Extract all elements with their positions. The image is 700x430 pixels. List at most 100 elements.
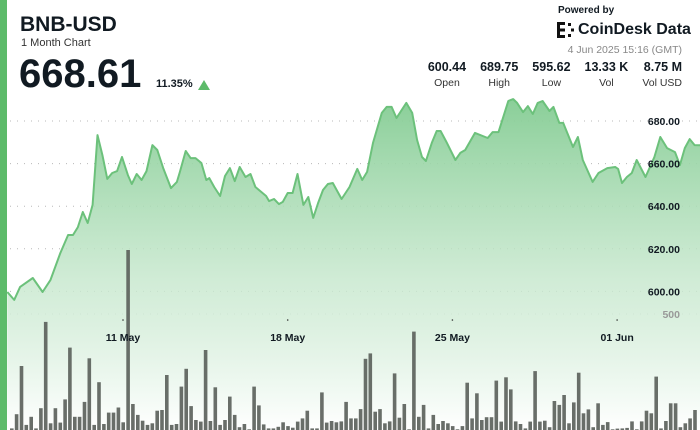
stat-vol: 13.33 K Vol — [585, 60, 629, 90]
price-area — [7, 99, 700, 430]
volume-bar — [649, 413, 654, 430]
stat-low: 595.62 Low — [532, 60, 570, 90]
volume-bar — [480, 420, 484, 430]
volume-bar — [659, 428, 663, 430]
volume-bar — [378, 409, 382, 430]
volume-bar — [102, 424, 106, 430]
volume-bar — [300, 418, 305, 430]
volume-bar — [601, 424, 605, 430]
volume-bar — [528, 421, 532, 430]
volume-bar — [562, 395, 566, 430]
volume-bar — [358, 409, 363, 430]
volume-bar — [242, 424, 247, 430]
volume-bar — [533, 371, 537, 430]
volume-bar — [630, 421, 634, 430]
volume-bar — [397, 417, 402, 430]
volume-bar — [484, 417, 489, 430]
volume-bar — [543, 420, 547, 430]
axis-labels: 600.00 620.00 640.00 660.00 680.00 500 11 May 1… — [106, 116, 680, 344]
volume-bar — [252, 386, 256, 430]
volume-bar — [77, 416, 82, 430]
volume-bar — [349, 418, 353, 430]
volume-bar — [63, 399, 67, 430]
volume-bar — [509, 389, 513, 430]
volume-bar — [228, 396, 232, 430]
volume-bar — [552, 401, 557, 430]
volume-bar — [126, 250, 130, 430]
volume-bar — [523, 428, 528, 430]
volume-bar — [194, 420, 198, 430]
volume-bar — [116, 407, 121, 430]
stat-value: 13.33 K — [584, 60, 629, 74]
brand-logo: CoinDesk Data — [557, 20, 691, 40]
x-tick-mark — [616, 319, 618, 321]
volume-bar — [87, 358, 92, 430]
volume-bar — [446, 423, 450, 430]
volume-bar — [664, 421, 668, 430]
volume-bar — [271, 428, 276, 430]
price-change: 11.35% — [156, 78, 193, 90]
volume-bar — [24, 424, 29, 430]
volume-bar — [39, 408, 43, 430]
volume-bar — [150, 423, 155, 430]
x-tick-mark — [122, 319, 124, 321]
volume-bars — [10, 250, 697, 430]
powered-by: Powered by — [558, 5, 615, 16]
volume-bar — [673, 403, 678, 430]
stat-value: 689.75 — [480, 60, 519, 74]
volume-bar — [92, 424, 96, 430]
x-tick-mark — [451, 319, 454, 321]
volume-bar — [276, 426, 281, 430]
symbol-title: BNB-USD — [20, 13, 117, 36]
volume-bar — [189, 406, 193, 430]
volume-bar — [43, 321, 48, 430]
volume-bar — [591, 427, 595, 430]
volume-bar — [654, 376, 658, 430]
volume-bar — [668, 403, 673, 430]
volume-bar — [165, 375, 169, 430]
price-line — [6, 98, 700, 301]
volume-bar — [121, 422, 125, 430]
volume-bar — [324, 422, 329, 430]
chart-period: 1 Month Chart — [21, 37, 91, 49]
current-price: 668.61 — [19, 52, 142, 96]
volume-bar — [58, 422, 63, 430]
volume-bar — [14, 414, 19, 430]
volume-bar — [402, 404, 407, 430]
volume-bar — [693, 410, 697, 430]
stat-value: 8.75 M — [643, 60, 682, 74]
volume-bar — [213, 387, 218, 430]
x-tick-label: 18 May — [270, 332, 305, 344]
volume-bar — [470, 418, 474, 430]
volume-bar — [329, 421, 334, 430]
stat-label: Vol USD — [642, 77, 682, 89]
volume-bar — [261, 424, 266, 430]
y-tick-label: 640.00 — [648, 201, 680, 213]
volume-bar — [232, 414, 237, 430]
volume-bar — [334, 422, 339, 430]
volume-bar — [97, 382, 101, 430]
volume-bar — [315, 428, 319, 430]
volume-bar — [184, 368, 188, 430]
volume-bar — [73, 416, 77, 430]
volume-bar — [513, 421, 518, 430]
stat-open: 600.44 Open — [428, 60, 466, 90]
volume-bar — [417, 416, 421, 430]
volume-bar — [111, 412, 116, 430]
x-tick-label: 01 Jun — [600, 332, 633, 344]
volume-bar — [363, 358, 368, 430]
volume-bar — [218, 424, 222, 430]
volume-bar — [281, 422, 285, 430]
up-triangle-icon — [198, 80, 210, 90]
volume-bar — [576, 372, 581, 430]
volume-bar — [29, 416, 33, 430]
volume-bar — [572, 402, 576, 430]
volume-bar — [678, 427, 683, 430]
volume-bar — [160, 410, 164, 430]
volume-bar — [53, 408, 58, 430]
stat-vol-usd: 8.75 M Vol USD — [642, 60, 682, 90]
x-tick-mark — [286, 319, 289, 321]
volume-bar — [639, 421, 644, 430]
volume-bar — [295, 421, 300, 430]
